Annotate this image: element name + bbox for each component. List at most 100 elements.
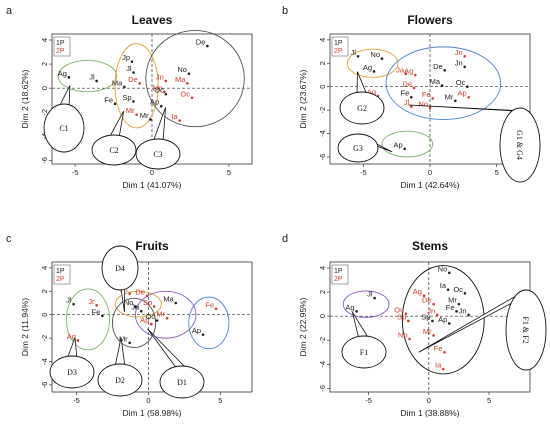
- data-point: [214, 307, 218, 311]
- point-label: Mr: [448, 296, 457, 305]
- point-label: Sp: [122, 93, 131, 102]
- data-point: [432, 334, 435, 337]
- data-point: [187, 72, 191, 76]
- y-tick-label: -6: [318, 385, 327, 392]
- point-label: Oc: [145, 312, 155, 321]
- callout-bubble: [505, 289, 547, 371]
- point-label: Ag: [58, 69, 67, 78]
- legend-entry: 2P: [56, 48, 65, 55]
- legend-box: [331, 36, 349, 57]
- point-label: Fe: [446, 303, 455, 312]
- legend-entry: 2P: [334, 276, 343, 283]
- data-point: [404, 312, 408, 316]
- x-tick-label: 5: [495, 168, 499, 177]
- data-point: [132, 100, 135, 103]
- data-point: [76, 339, 80, 342]
- point-label: No: [398, 331, 408, 340]
- data-point: [380, 57, 384, 60]
- point-label: Sp: [421, 312, 430, 321]
- cluster-ellipse: [135, 290, 197, 339]
- chart-title: Fruits: [135, 239, 169, 253]
- cluster-label: D3: [67, 368, 77, 377]
- legend-box: [53, 264, 71, 285]
- point-label: Jl: [351, 48, 357, 57]
- cluster-ellipse: [145, 29, 245, 128]
- y-tick-label: -2: [40, 109, 49, 116]
- y-tick-label: -6: [40, 157, 49, 164]
- point-label: Jr: [88, 297, 95, 306]
- point-label: Fe: [422, 90, 431, 99]
- data-point: [457, 302, 461, 306]
- y-tick-label: -4: [40, 358, 49, 365]
- plot-frame: [51, 261, 253, 393]
- legend-entry: 2P: [56, 276, 65, 283]
- cluster-label: G1 & G4: [515, 130, 524, 160]
- data-point: [443, 69, 446, 72]
- y-tick-label: 2: [40, 289, 49, 293]
- data-point: [159, 104, 163, 108]
- callout-bubble: [49, 355, 95, 389]
- point-label: De: [128, 75, 138, 84]
- chart-title: Leaves: [132, 13, 173, 27]
- data-point: [139, 309, 143, 313]
- cluster-ellipse: [401, 265, 485, 375]
- point-label: Ia: [171, 112, 178, 121]
- point-label: Jl: [66, 296, 72, 305]
- data-point: [447, 322, 451, 325]
- x-tick-label: -5: [72, 168, 79, 177]
- data-point: [403, 147, 406, 151]
- data-point: [443, 350, 446, 354]
- data-point: [431, 319, 434, 323]
- cluster-label: F1 & F2: [521, 316, 530, 343]
- panel-a: a Leaves -5 0 5 -6 -4 -2 0 2 4 Dim 1 (41.07%) Dim 2 …: [6, 5, 253, 190]
- data-point: [466, 85, 469, 89]
- cluster-label: C2: [109, 146, 118, 155]
- x-tick-label: -5: [360, 168, 367, 177]
- data-point: [67, 76, 71, 79]
- data-point: [135, 113, 138, 116]
- point-label: Sp: [143, 298, 152, 307]
- legend-box: [53, 36, 71, 57]
- point-label: Ap: [192, 326, 201, 335]
- point-label: No: [153, 83, 163, 92]
- data-point: [467, 313, 470, 317]
- callout-bubble: [97, 363, 143, 397]
- point-label: No: [438, 264, 448, 273]
- point-label: Jn: [156, 72, 164, 81]
- point-label: Oc: [180, 89, 190, 98]
- data-point: [428, 106, 432, 110]
- data-point: [155, 319, 159, 322]
- data-point: [356, 54, 360, 58]
- cluster-label: C1: [59, 124, 68, 133]
- data-point: [463, 65, 466, 69]
- x-tick-label: 0: [146, 396, 150, 405]
- y-tick-label: 0: [318, 85, 327, 89]
- point-label: Jn: [455, 48, 463, 57]
- point-label: Fe: [434, 344, 443, 353]
- callout-bubble: [101, 245, 139, 291]
- cluster-label: D4: [115, 264, 125, 273]
- data-point: [407, 319, 410, 323]
- x-tick-label: 5: [227, 168, 231, 177]
- point-label: Ma: [175, 75, 186, 84]
- point-label: Ap: [393, 140, 402, 149]
- point-label: De: [422, 296, 432, 305]
- point-label: Ma: [112, 78, 123, 87]
- panel-letter: a: [6, 5, 13, 17]
- callout-pointer: [356, 71, 368, 96]
- point-label: Jn: [427, 306, 435, 315]
- data-point: [412, 86, 416, 90]
- point-label: Ap: [438, 315, 447, 324]
- data-point: [174, 301, 178, 305]
- callout-pointer: [152, 107, 166, 143]
- point-label: Ag: [345, 303, 354, 312]
- data-point: [163, 90, 166, 94]
- callout-bubble: [159, 365, 205, 399]
- point-label: Ap: [140, 316, 149, 325]
- cluster-ellipse: [188, 296, 230, 350]
- data-point: [164, 92, 168, 96]
- y-axis-label: Dim 2 (18.62%): [20, 69, 30, 128]
- callout-bubble: [91, 134, 137, 166]
